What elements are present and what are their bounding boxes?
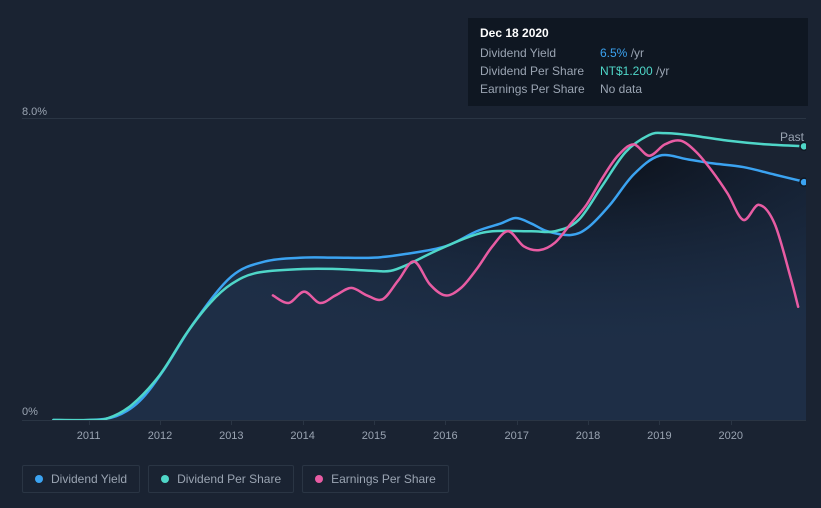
- x-tick-label: 2018: [576, 430, 600, 442]
- x-tick-label: 2014: [290, 430, 314, 442]
- chart-legend: Dividend Yield Dividend Per Share Earnings…: [22, 465, 449, 493]
- x-tick-label: 2011: [77, 430, 101, 442]
- x-tick-label: 2013: [219, 430, 243, 442]
- dividend-chart: 8.0% 0% Past 201120122013201420152016201…: [22, 100, 806, 440]
- x-tick-mark: [231, 420, 232, 425]
- series-end-dot: [800, 178, 806, 186]
- tooltip-date: Dec 18 2020: [480, 26, 796, 44]
- x-tick-mark: [89, 420, 90, 425]
- x-tick-mark: [731, 420, 732, 425]
- x-tick-mark: [445, 420, 446, 425]
- tooltip-row-value: NT$1.200 /yr: [600, 64, 669, 78]
- x-tick-label: 2016: [433, 430, 457, 442]
- x-tick-mark: [659, 420, 660, 425]
- legend-item[interactable]: Dividend Yield: [22, 465, 140, 493]
- y-axis-max-label: 8.0%: [22, 106, 47, 118]
- x-axis: 2011 2012 2013 2014 2015 2016 2017 2018 2019 2020: [22, 424, 806, 444]
- x-tick-label: 2015: [362, 430, 386, 442]
- legend-label: Dividend Yield: [51, 472, 127, 486]
- x-tick-mark: [588, 420, 589, 425]
- chart-plot: [22, 118, 806, 420]
- tooltip-row: Dividend Per ShareNT$1.200 /yr: [480, 62, 796, 80]
- legend-dot-icon: [161, 475, 169, 483]
- legend-item[interactable]: Dividend Per Share: [148, 465, 294, 493]
- x-tick-mark: [517, 420, 518, 425]
- x-tick-label: 2012: [148, 430, 172, 442]
- tooltip-row: Dividend Yield6.5% /yr: [480, 44, 796, 62]
- x-tick-label: 2020: [718, 430, 742, 442]
- legend-label: Dividend Per Share: [177, 472, 281, 486]
- tooltip-row-value: No data: [600, 82, 642, 96]
- x-tick-mark: [160, 420, 161, 425]
- x-tick-label: 2019: [647, 430, 671, 442]
- chart-tooltip: Dec 18 2020 Dividend Yield6.5% /yrDivide…: [468, 18, 808, 106]
- gridline-bottom: [22, 420, 806, 421]
- x-tick-mark: [374, 420, 375, 425]
- legend-item[interactable]: Earnings Per Share: [302, 465, 449, 493]
- x-tick-label: 2017: [504, 430, 528, 442]
- legend-label: Earnings Per Share: [331, 472, 436, 486]
- tooltip-row-label: Dividend Per Share: [480, 64, 600, 78]
- tooltip-row: Earnings Per ShareNo data: [480, 80, 796, 98]
- tooltip-row-label: Dividend Yield: [480, 46, 600, 60]
- tooltip-row-label: Earnings Per Share: [480, 82, 600, 96]
- legend-dot-icon: [35, 475, 43, 483]
- tooltip-row-value: 6.5% /yr: [600, 46, 644, 60]
- series-end-dot: [800, 142, 806, 150]
- x-tick-mark: [303, 420, 304, 425]
- legend-dot-icon: [315, 475, 323, 483]
